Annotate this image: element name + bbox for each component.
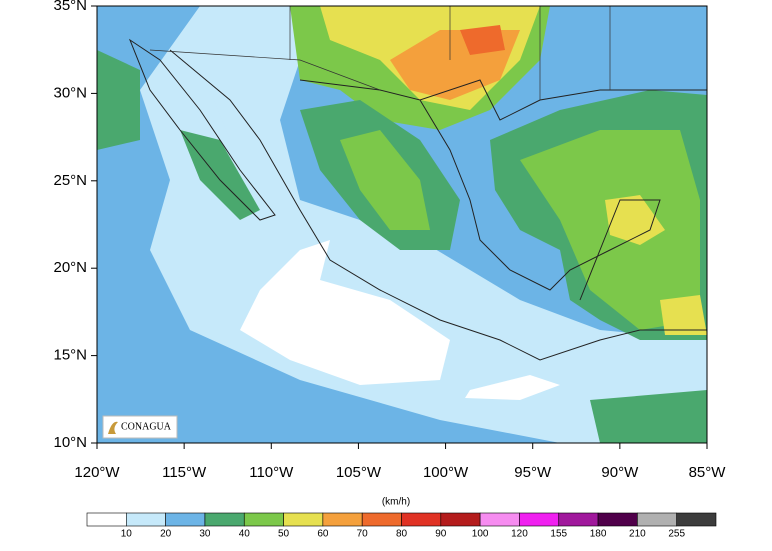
colorbar-label: 155 (550, 529, 567, 540)
colorbar-label: 120 (511, 529, 528, 540)
colorbar-unit: (km/h) (382, 497, 410, 508)
colorbar-box (283, 512, 324, 527)
lon-tick-label: 115°W (162, 464, 207, 481)
lon-tick-label: 100°W (423, 464, 469, 481)
logo-icon (108, 421, 118, 434)
colorbar-box (401, 512, 442, 527)
lat-tick-label: 10°N (53, 434, 87, 451)
colorbar-label: 20 (160, 529, 172, 540)
lon-tick-label: 90°W (601, 464, 639, 481)
colorbar-box (322, 512, 363, 527)
logo-box (102, 415, 178, 439)
colorbar-label: 50 (278, 529, 290, 540)
lon-tick-label: 95°W (514, 464, 552, 481)
colorbar-box (243, 512, 284, 527)
map-field (97, 6, 707, 443)
colorbar-box (165, 512, 206, 527)
colorbar-label: 40 (239, 529, 251, 540)
colorbar-label: 70 (357, 529, 369, 540)
colorbar-label: 60 (317, 529, 329, 540)
colorbar-box (86, 512, 127, 527)
colorbar-label: 90 (435, 529, 447, 540)
colorbar-label: 180 (590, 529, 607, 540)
lat-tick-label: 35°N (53, 0, 87, 14)
lon-tick-label: 85°W (689, 464, 727, 481)
colorbar-box (558, 512, 599, 527)
colorbar-box (126, 512, 166, 527)
colorbar-label: 255 (668, 529, 685, 540)
colorbar-label: 10 (121, 529, 133, 540)
colorbar-label: 80 (396, 529, 408, 540)
lon-tick-label: 110°W (249, 464, 294, 481)
lat-tick-label: 25°N (53, 172, 87, 189)
colorbar-box (361, 512, 402, 527)
colorbar-label: 100 (472, 529, 489, 540)
lon-tick-label: 120°W (74, 464, 120, 481)
colorbar-label: 210 (629, 529, 646, 540)
colorbar-box (637, 512, 677, 527)
logo-text: CONAGUA (121, 421, 172, 432)
colorbar-box (676, 512, 717, 527)
colorbar-label: 30 (199, 529, 211, 540)
lat-tick-label: 20°N (53, 259, 87, 276)
lat-tick-label: 30°N (53, 84, 87, 101)
colorbar-box (440, 512, 481, 527)
lon-tick-label: 105°W (336, 464, 382, 481)
map-frame (96, 5, 708, 444)
colorbar-box (597, 512, 638, 527)
lat-tick-label: 15°N (53, 347, 87, 364)
colorbar-box (519, 512, 560, 527)
colorbar-box (479, 512, 520, 527)
colorbar-box (204, 512, 245, 527)
